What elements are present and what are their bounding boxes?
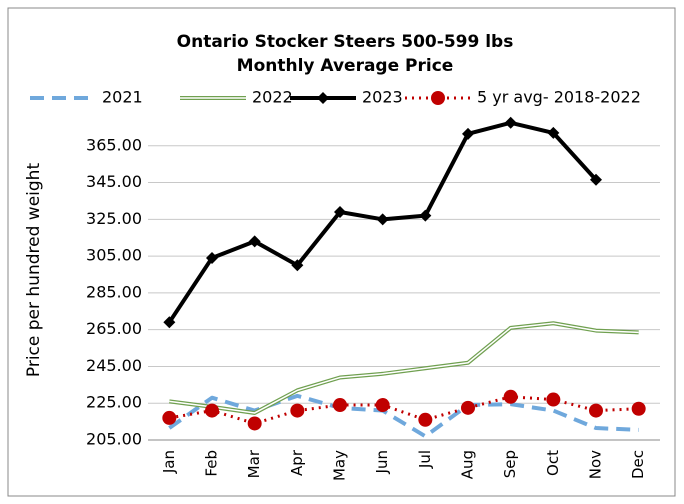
point xyxy=(546,392,561,407)
legend-label: 2021 xyxy=(102,88,143,107)
point xyxy=(205,403,219,418)
point xyxy=(248,235,261,248)
y-tick-label: 365.00 xyxy=(86,135,142,154)
x-tick-label: Jun xyxy=(373,450,391,474)
y-tick-label: 325.00 xyxy=(86,209,142,228)
x-tick-label: Dec xyxy=(629,450,647,479)
point xyxy=(247,416,262,431)
point xyxy=(206,251,218,264)
point xyxy=(317,92,329,104)
point xyxy=(419,209,432,222)
chart-title: Ontario Stocker Steers 500-599 lbs xyxy=(177,32,514,52)
legend-label: 2022 xyxy=(252,88,293,107)
point xyxy=(590,173,602,186)
series-line xyxy=(168,393,639,439)
legend: 2021 2022 2023 5 yr avg- 2018-2022 xyxy=(30,88,641,107)
point xyxy=(589,403,603,418)
y-tick-label: 225.00 xyxy=(86,393,142,412)
y-tick-label: 345.00 xyxy=(86,172,142,191)
point xyxy=(547,126,560,139)
legend-label: 2023 xyxy=(362,88,403,107)
x-tick-label: May xyxy=(331,450,349,481)
point xyxy=(162,410,177,425)
point xyxy=(291,259,304,272)
point xyxy=(504,116,517,129)
legend-label: 5 yr avg- 2018-2022 xyxy=(477,88,641,107)
x-tick-label: Jul xyxy=(416,450,434,469)
x-tick-label: Jan xyxy=(160,450,178,474)
series-line-inner xyxy=(169,322,639,414)
x-tick-label: Feb xyxy=(203,450,221,477)
x-tick-label: Aug xyxy=(459,450,477,479)
point xyxy=(418,412,433,427)
chart-subtitle: Monthly Average Price xyxy=(237,56,454,76)
point xyxy=(376,213,389,226)
point xyxy=(431,91,445,105)
point xyxy=(631,401,646,416)
point xyxy=(163,316,176,329)
y-tick-label: 205.00 xyxy=(86,430,142,449)
point xyxy=(290,403,305,418)
y-axis-label: Price per hundred weight xyxy=(24,163,44,378)
point xyxy=(462,127,474,140)
y-tick-label: 285.00 xyxy=(86,282,142,301)
point xyxy=(334,205,346,218)
point xyxy=(375,398,390,413)
x-tick-label: Mar xyxy=(245,449,263,478)
point xyxy=(503,389,518,404)
point xyxy=(461,400,475,415)
y-tick-label: 245.00 xyxy=(86,356,142,375)
x-tick-label: Sep xyxy=(501,450,519,478)
x-tick-label: Apr xyxy=(288,449,306,476)
y-tick-label: 305.00 xyxy=(86,246,142,265)
y-tick-label: 265.00 xyxy=(86,319,142,338)
x-tick-label: Nov xyxy=(587,450,605,479)
x-tick-label: Oct xyxy=(544,450,562,476)
point xyxy=(333,398,347,413)
